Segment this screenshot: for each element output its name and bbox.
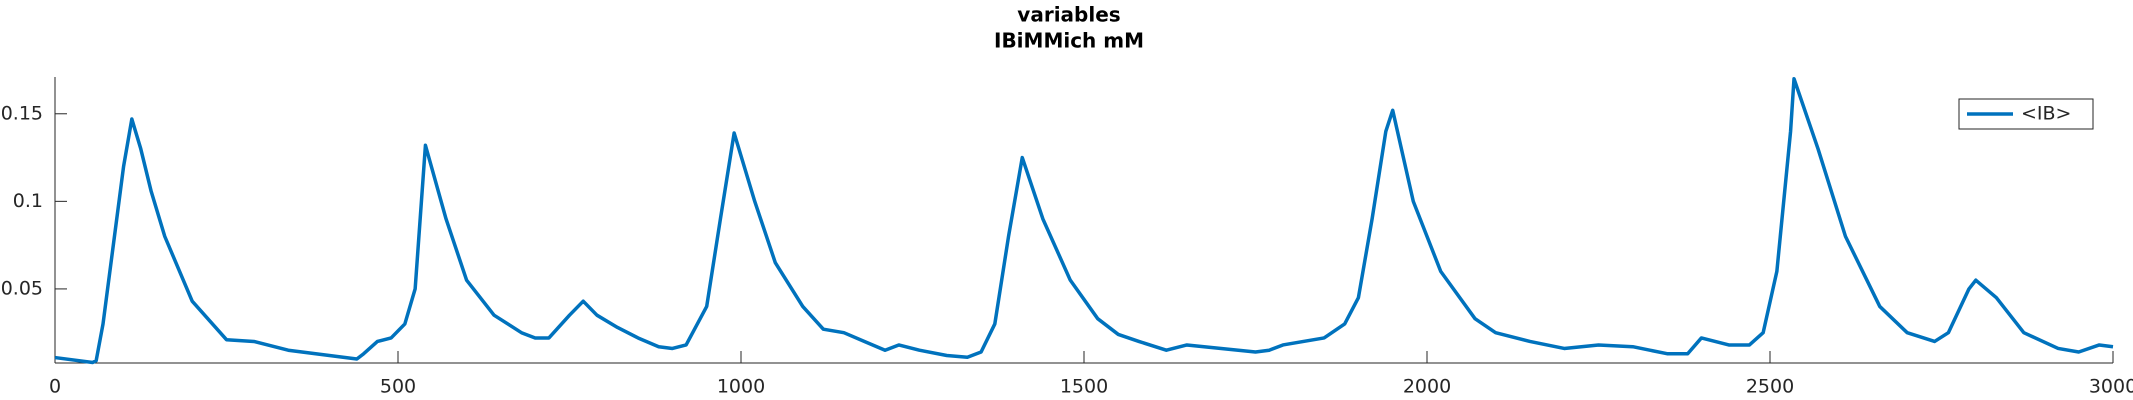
y-tick-label: 0.05 [1, 277, 43, 299]
y-tick-label: 0.15 [1, 102, 43, 124]
x-tick-label: 2500 [1746, 376, 1794, 398]
x-tick-label: 500 [380, 376, 416, 398]
legend-label: <IB> [2021, 103, 2071, 125]
chart-subtitle: IBiMMich mM [994, 29, 1144, 53]
y-tick-label: 0.1 [13, 190, 43, 212]
x-tick-label: 1500 [1060, 376, 1108, 398]
x-tick-label: 1000 [717, 376, 765, 398]
chart-title: variables [1017, 3, 1120, 27]
x-tick-label: 3000 [2089, 376, 2133, 398]
data-line [54, 77, 2114, 365]
x-tick-label: 2000 [1403, 376, 1451, 398]
x-tick-label: 0 [49, 376, 61, 398]
